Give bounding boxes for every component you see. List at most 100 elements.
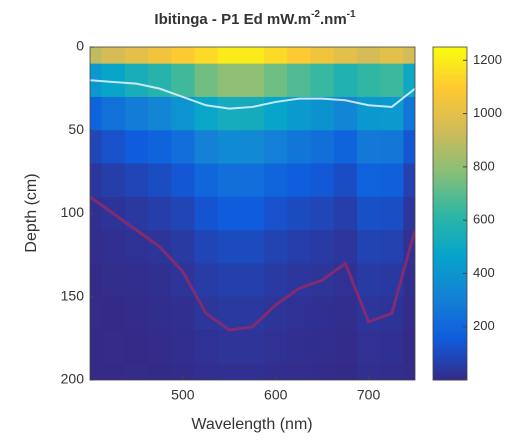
heat-cell bbox=[310, 96, 335, 131]
y-tick-label: 200 bbox=[61, 371, 85, 387]
colorbar-swatch bbox=[433, 240, 467, 244]
heat-cell bbox=[194, 196, 219, 231]
heat-cell bbox=[380, 196, 404, 231]
x-axis-label: Wavelength (nm) bbox=[191, 416, 312, 433]
heat-cell bbox=[264, 163, 288, 198]
heat-cell bbox=[194, 330, 219, 364]
heat-cell bbox=[90, 96, 103, 131]
heat-cell bbox=[380, 63, 404, 98]
heat-cell bbox=[356, 363, 381, 380]
heat-cell bbox=[264, 196, 288, 231]
colorbar-swatch bbox=[433, 296, 467, 301]
heat-cell bbox=[264, 296, 288, 331]
heat-cell bbox=[287, 63, 312, 98]
heat-cell bbox=[217, 363, 242, 380]
heat-cell bbox=[240, 263, 265, 298]
colorbar-swatch bbox=[433, 370, 467, 374]
colorbar-swatch bbox=[433, 336, 467, 341]
colorbar-swatch bbox=[433, 316, 467, 321]
heat-cell bbox=[264, 330, 288, 364]
colorbar-swatch bbox=[433, 80, 467, 85]
colorbar-swatch bbox=[433, 170, 467, 175]
heat-cell bbox=[101, 163, 126, 198]
heat-cell bbox=[124, 363, 149, 380]
heat-cell bbox=[217, 130, 242, 165]
heat-cell bbox=[403, 130, 415, 165]
heat-cell bbox=[194, 263, 219, 298]
colorbar-swatch bbox=[433, 216, 467, 221]
colorbar-swatch bbox=[433, 96, 467, 101]
heat-cell bbox=[124, 263, 149, 298]
colorbar-swatch bbox=[433, 83, 467, 88]
colorbar-swatch bbox=[433, 60, 467, 65]
heat-cell bbox=[333, 296, 358, 331]
heat-cell bbox=[194, 163, 219, 198]
colorbar bbox=[433, 47, 467, 381]
colorbar-swatch bbox=[433, 153, 467, 158]
colorbar-swatch bbox=[433, 280, 467, 284]
colorbar-swatch bbox=[433, 213, 467, 218]
colorbar-swatch bbox=[433, 196, 467, 201]
heat-cell bbox=[403, 96, 415, 131]
heat-cell bbox=[333, 163, 358, 198]
heat-cell bbox=[171, 96, 196, 131]
heat-cell bbox=[148, 47, 172, 65]
heat-cell bbox=[333, 196, 358, 231]
y-tick-label: 0 bbox=[76, 38, 84, 54]
heat-cell bbox=[287, 96, 312, 131]
colorbar-swatch bbox=[433, 236, 467, 241]
colorbar-swatch bbox=[433, 103, 467, 108]
colorbar-swatch bbox=[433, 200, 467, 205]
colorbar-swatch bbox=[433, 350, 467, 354]
colorbar-swatch bbox=[433, 243, 467, 248]
heat-cell bbox=[90, 196, 103, 231]
colorbar-swatch bbox=[433, 266, 467, 271]
heat-cell bbox=[310, 130, 335, 165]
y-tick-label: 50 bbox=[68, 121, 84, 137]
colorbar-swatch bbox=[433, 50, 467, 55]
heat-cell bbox=[380, 130, 404, 165]
heat-cell bbox=[333, 130, 358, 165]
heat-cell bbox=[380, 47, 404, 65]
heat-cell bbox=[240, 163, 265, 198]
colorbar-swatch bbox=[433, 300, 467, 304]
heat-cell bbox=[287, 130, 312, 165]
colorbar-swatch bbox=[433, 233, 467, 238]
heat-cell bbox=[287, 363, 312, 380]
colorbar-tick-label: 1000 bbox=[473, 105, 502, 120]
colorbar-swatch bbox=[433, 163, 467, 168]
heat-cell bbox=[90, 47, 103, 65]
heat-cell bbox=[403, 296, 415, 331]
colorbar-swatch bbox=[433, 186, 467, 191]
heat-cell bbox=[264, 63, 288, 98]
heat-cell bbox=[287, 263, 312, 298]
heat-cell bbox=[90, 363, 103, 380]
heat-cell bbox=[403, 47, 415, 65]
heat-cell bbox=[403, 63, 415, 98]
colorbar-swatch bbox=[433, 166, 467, 171]
colorbar-swatch bbox=[433, 260, 467, 264]
colorbar-tick-label: 800 bbox=[473, 158, 495, 173]
heat-cell bbox=[310, 330, 335, 364]
colorbar-swatch bbox=[433, 273, 467, 278]
colorbar-swatch bbox=[433, 140, 467, 145]
heat-cell bbox=[287, 196, 312, 231]
colorbar-swatch bbox=[433, 193, 467, 198]
colorbar-frame bbox=[432, 46, 468, 381]
heat-cell bbox=[124, 96, 149, 131]
colorbar-swatch bbox=[433, 246, 467, 251]
colorbar-swatch bbox=[433, 256, 467, 261]
heat-cell bbox=[380, 230, 404, 265]
heat-cell bbox=[148, 196, 172, 231]
heat-cell bbox=[333, 230, 358, 265]
heat-cell bbox=[287, 47, 312, 65]
heat-cell bbox=[240, 63, 265, 98]
colorbar-swatch bbox=[433, 110, 467, 115]
x-tick-label: 700 bbox=[357, 387, 381, 403]
heat-cell bbox=[333, 363, 358, 380]
colorbar-swatch bbox=[433, 180, 467, 185]
heat-cell bbox=[171, 130, 196, 165]
heat-cell bbox=[333, 330, 358, 364]
colorbar-tick-label: 1200 bbox=[473, 52, 502, 67]
y-tick-label: 150 bbox=[61, 287, 85, 303]
